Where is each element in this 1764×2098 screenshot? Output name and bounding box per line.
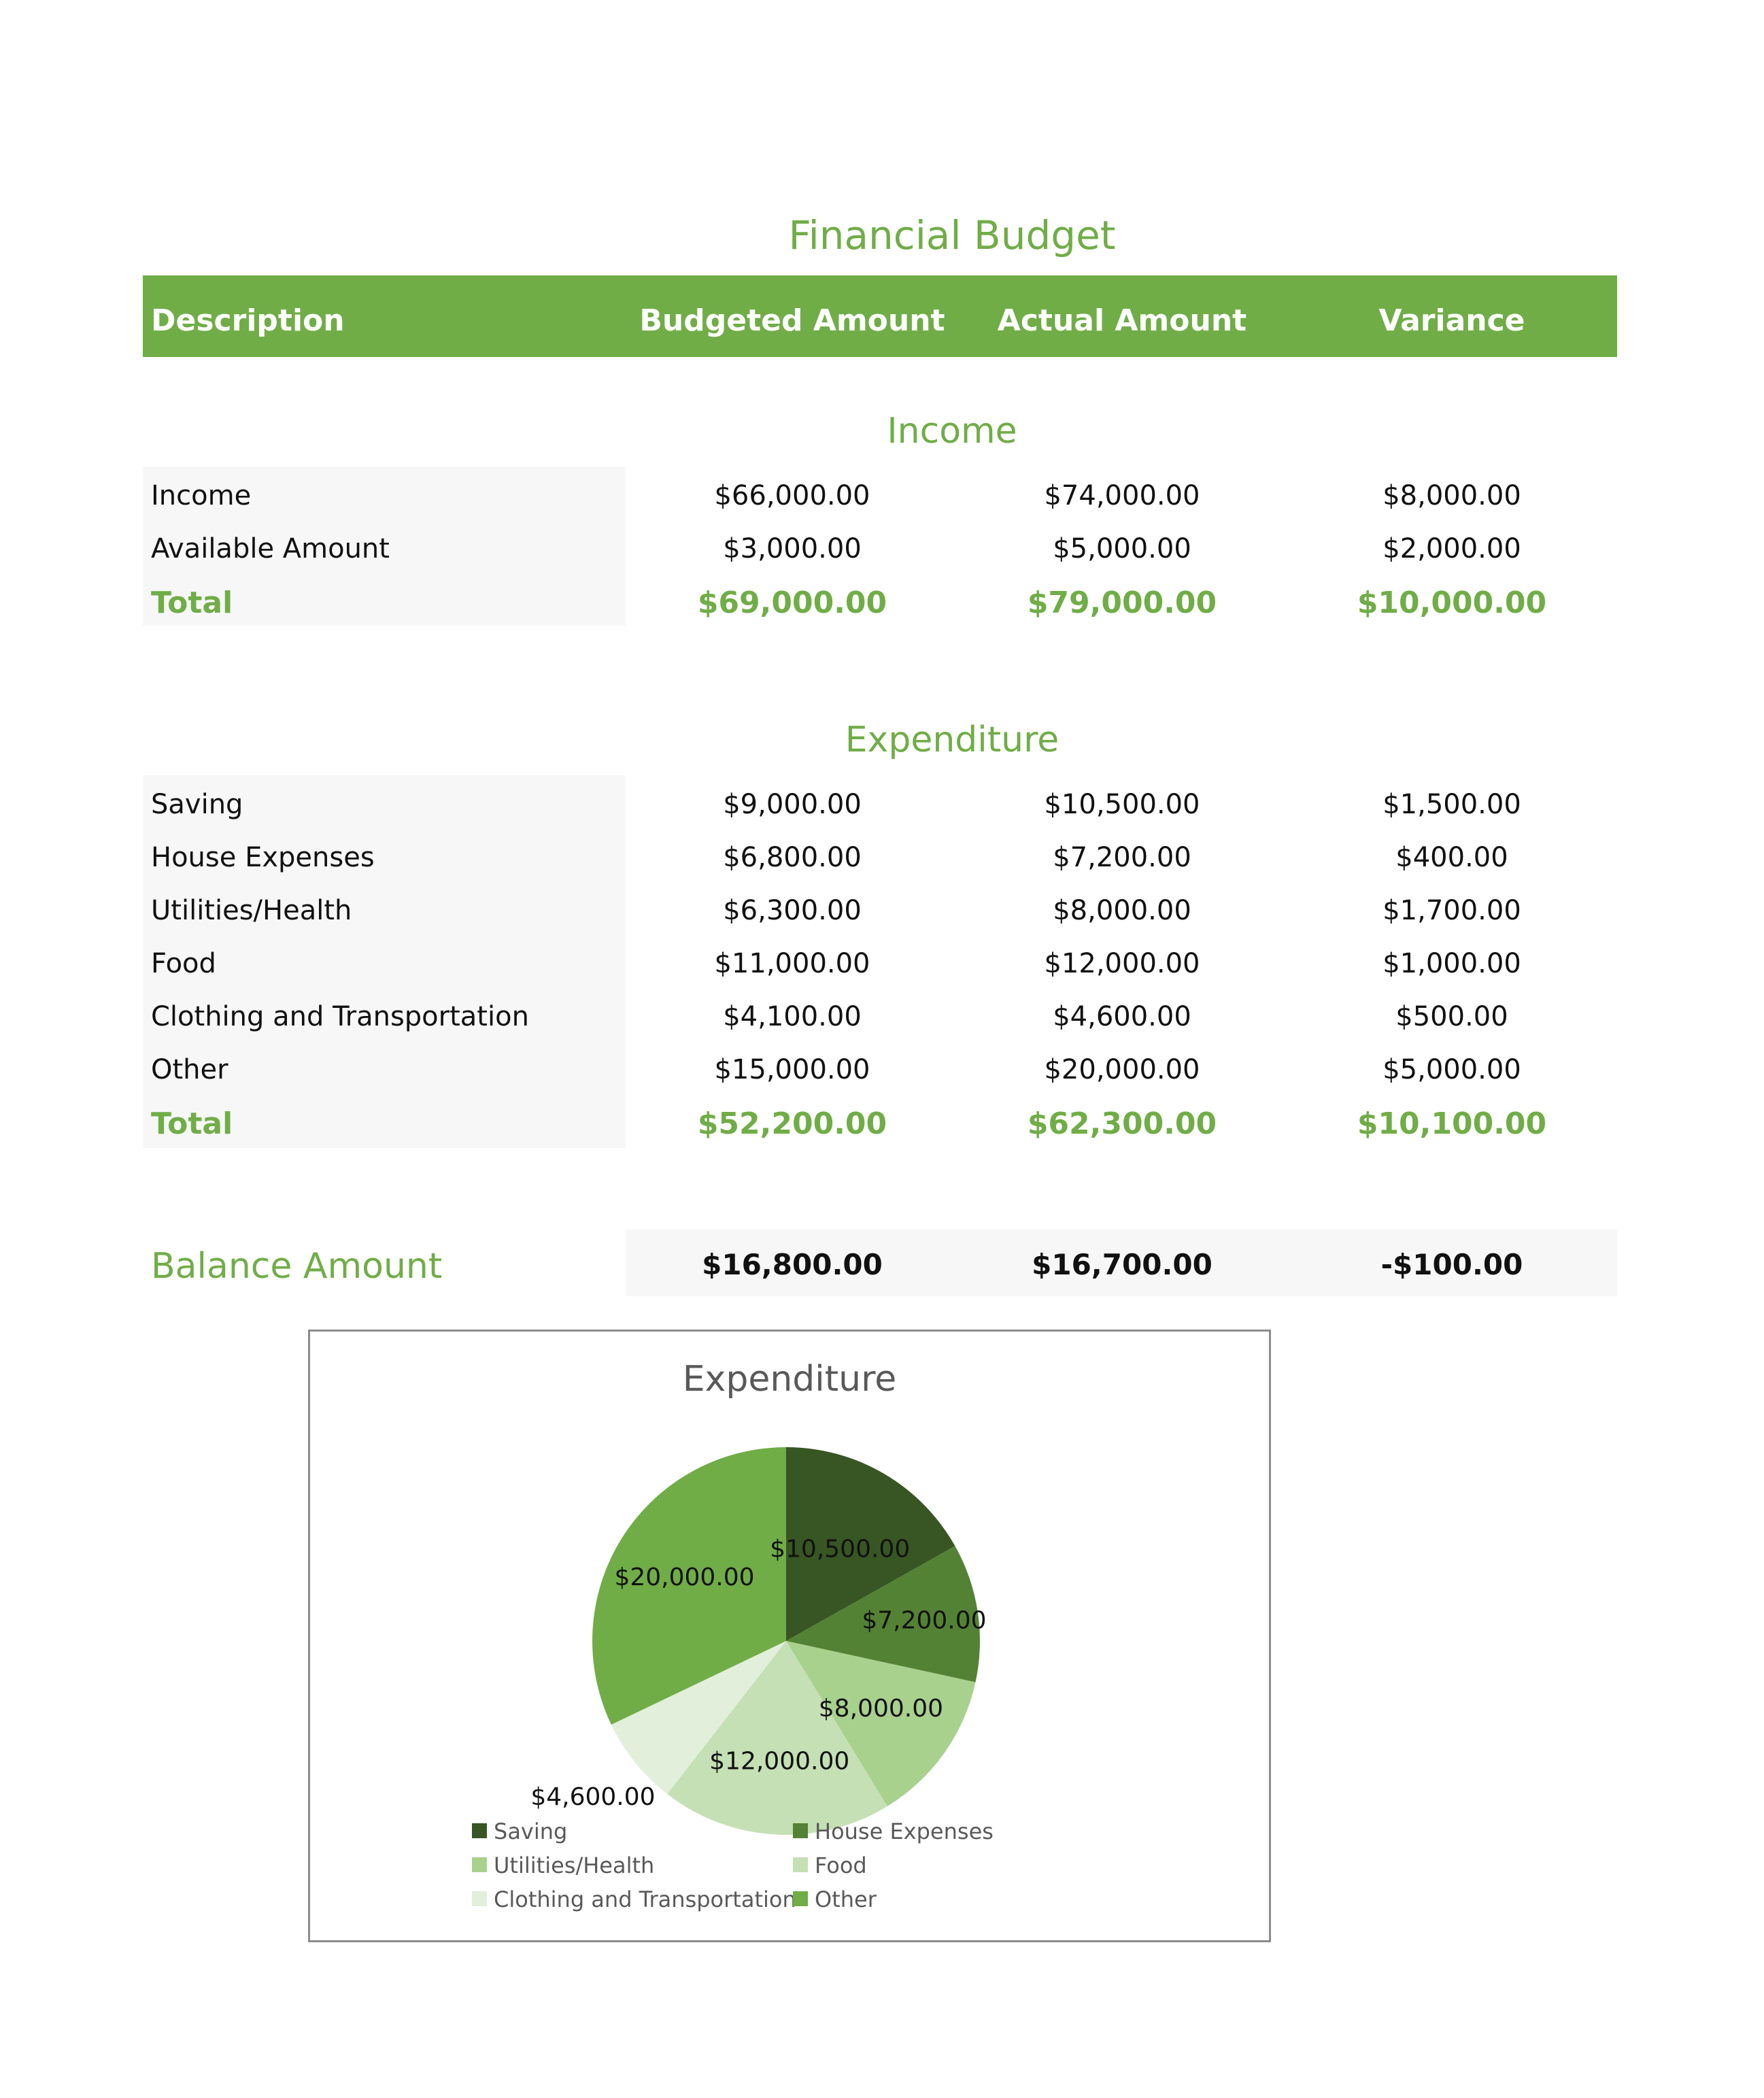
row-variance: $5,000.00 <box>1383 1054 1521 1085</box>
balance-row: $16,800.00 $16,700.00 -$100.00 <box>143 1236 1617 1289</box>
pie-slice-saving <box>786 1447 955 1641</box>
income-label-shade <box>143 467 626 626</box>
legend-label: Clothing and Transportation <box>494 1886 796 1912</box>
row-actual: $4,600.00 <box>1053 1001 1191 1032</box>
header-variance: Variance <box>1378 303 1525 338</box>
legend-swatch <box>472 1857 487 1872</box>
table-row: Saving $9,000.00 $10,500.00 $1,500.00 <box>143 778 1617 831</box>
row-description: Clothing and Transportation <box>151 1001 529 1032</box>
pie-data-label: $20,000.00 <box>614 1563 754 1591</box>
table-row: Food $11,000.00 $12,000.00 $1,000.00 <box>143 937 1617 990</box>
pie-slice-utilities-health <box>786 1641 976 1807</box>
pie-data-label: $8,000.00 <box>819 1695 943 1723</box>
row-actual: $8,000.00 <box>1053 895 1191 926</box>
total-variance: $10,100.00 <box>1357 1106 1547 1141</box>
row-budgeted: $11,000.00 <box>714 948 870 979</box>
chart-title: Expenditure <box>682 1359 897 1400</box>
row-budgeted: $4,100.00 <box>723 1001 862 1032</box>
header-actual: Actual Amount <box>997 303 1247 338</box>
table-row: Available Amount $3,000.00 $5,000.00 $2,… <box>143 522 1617 575</box>
legend-item: Other <box>793 1886 877 1913</box>
legend-item: Clothing and Transportation <box>472 1886 796 1913</box>
balance-label: Balance Amount <box>151 1246 443 1287</box>
row-variance: $8,000.00 <box>1383 480 1521 511</box>
balance-actual: $16,700.00 <box>1032 1248 1212 1281</box>
table-row: House Expenses $6,800.00 $7,200.00 $400.… <box>143 831 1617 884</box>
pie-slice-other <box>592 1447 786 1725</box>
expenditure-section-title: Expenditure <box>845 720 1059 760</box>
page-title: Financial Budget <box>788 212 1116 258</box>
legend-swatch <box>472 1823 487 1838</box>
row-actual: $12,000.00 <box>1044 948 1200 979</box>
balance-budgeted: $16,800.00 <box>702 1248 883 1281</box>
legend-item: Saving <box>472 1818 567 1845</box>
row-description: Income <box>151 480 252 511</box>
row-variance: $1,500.00 <box>1383 789 1521 820</box>
row-description: Available Amount <box>151 533 390 564</box>
legend-label: Food <box>815 1852 867 1878</box>
balance-shade <box>626 1230 1617 1296</box>
expenditure-label-shade <box>143 775 626 1148</box>
row-budgeted: $6,800.00 <box>723 842 862 873</box>
legend-swatch <box>793 1891 808 1906</box>
total-budgeted: $69,000.00 <box>697 586 887 620</box>
pie-slice-food <box>667 1641 887 1835</box>
row-budgeted: $3,000.00 <box>723 533 862 564</box>
row-description: Food <box>151 948 216 979</box>
row-variance: $400.00 <box>1395 842 1508 873</box>
table-row: Income $66,000.00 $74,000.00 $8,000.00 <box>143 469 1617 522</box>
row-budgeted: $66,000.00 <box>714 480 870 511</box>
legend-label: Saving <box>494 1818 568 1844</box>
row-description: Utilities/Health <box>151 895 352 926</box>
row-variance: $1,000.00 <box>1383 948 1521 979</box>
legend-label: Utilities/Health <box>494 1852 655 1878</box>
header-budgeted: Budgeted Amount <box>639 303 945 338</box>
row-budgeted: $9,000.00 <box>723 789 862 820</box>
legend-item: House Expenses <box>793 1818 994 1845</box>
row-variance: $2,000.00 <box>1383 533 1521 564</box>
legend-swatch <box>472 1891 487 1906</box>
row-description: Saving <box>151 789 243 820</box>
row-actual: $5,000.00 <box>1053 533 1191 564</box>
row-description: House Expenses <box>151 842 375 873</box>
balance-variance: -$100.00 <box>1380 1248 1523 1281</box>
table-row: Utilities/Health $6,300.00 $8,000.00 $1,… <box>143 884 1617 937</box>
row-actual: $7,200.00 <box>1053 842 1191 873</box>
pie-data-label: $7,200.00 <box>862 1607 986 1635</box>
table-header: Description Budgeted Amount Actual Amoun… <box>143 275 1617 357</box>
total-variance: $10,000.00 <box>1357 586 1547 620</box>
pie-chart-svg: $10,500.00 $7,200.00 $8,000.00 $12,000.00 $4… <box>530 1447 987 1835</box>
legend-item: Food <box>793 1852 867 1879</box>
pie-data-label: $10,500.00 <box>770 1536 910 1563</box>
legend-label: Other <box>815 1886 877 1912</box>
table-row: Other $15,000.00 $20,000.00 $5,000.00 <box>143 1043 1617 1096</box>
pie-slice-house-expenses <box>786 1546 980 1682</box>
row-variance: $1,700.00 <box>1383 895 1521 926</box>
row-budgeted: $6,300.00 <box>723 895 862 926</box>
expenditure-chart: Expenditure $10,500.00 $7,200.00 $8,000.00… <box>308 1330 1271 1942</box>
row-actual: $20,000.00 <box>1044 1054 1200 1085</box>
expenditure-total-row: Total $52,200.00 $62,300.00 $10,100.00 <box>143 1098 1617 1151</box>
total-actual: $62,300.00 <box>1027 1106 1217 1141</box>
pie-data-label: $4,600.00 <box>530 1783 655 1811</box>
row-actual: $74,000.00 <box>1044 480 1200 511</box>
legend-swatch <box>793 1857 808 1872</box>
total-budgeted: $52,200.00 <box>697 1106 887 1141</box>
legend-swatch <box>793 1823 808 1838</box>
income-total-row: Total $69,000.00 $79,000.00 $10,000.00 <box>143 577 1617 630</box>
pie-slice-clothing-and-transportation <box>611 1641 786 1795</box>
legend-item: Utilities/Health <box>472 1852 654 1879</box>
income-section-title: Income <box>887 411 1017 452</box>
legend-label: House Expenses <box>815 1818 994 1844</box>
row-actual: $10,500.00 <box>1044 789 1200 820</box>
pie-data-label: $12,000.00 <box>709 1747 849 1775</box>
total-label: Total <box>151 1106 233 1141</box>
row-description: Other <box>151 1054 228 1085</box>
row-variance: $500.00 <box>1395 1001 1508 1032</box>
row-budgeted: $15,000.00 <box>714 1054 870 1085</box>
table-row: Clothing and Transportation $4,100.00 $4… <box>143 990 1617 1043</box>
total-actual: $79,000.00 <box>1027 586 1217 620</box>
header-description: Description <box>151 303 345 338</box>
total-label: Total <box>151 586 233 620</box>
